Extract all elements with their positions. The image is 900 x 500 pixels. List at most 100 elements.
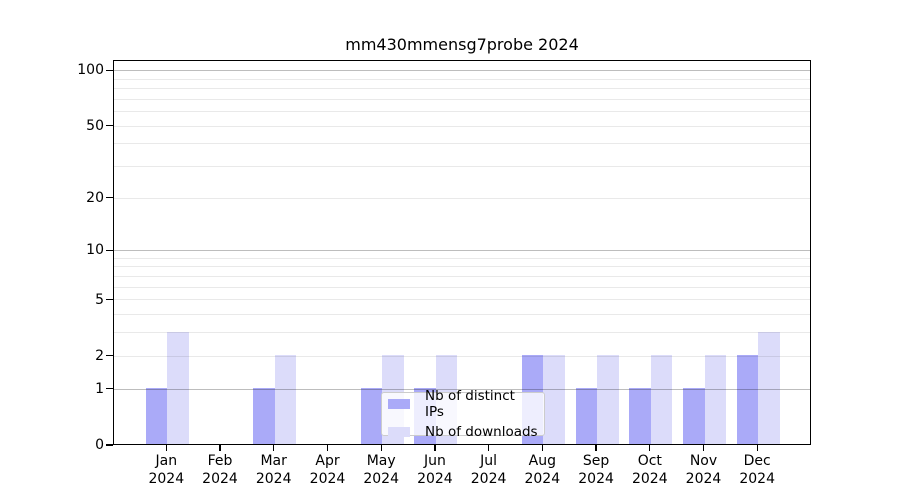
x-tick-label-line: 2024 <box>739 470 775 487</box>
x-tick-label: Feb 2024 <box>184 453 256 488</box>
gridline <box>114 314 810 316</box>
y-tick <box>106 355 113 357</box>
x-tick-label-line: 2024 <box>685 470 722 487</box>
bar <box>360 387 383 444</box>
x-tick-label-line: 2024 <box>363 470 399 487</box>
x-tick-label-line: Mar <box>260 453 287 469</box>
bar <box>736 354 759 444</box>
y-tick <box>106 197 113 199</box>
x-tick-label: Oct 2024 <box>614 453 686 488</box>
x-tick-label-line: 2024 <box>202 470 238 487</box>
x-tick-label-line: 2024 <box>631 470 668 487</box>
gridline <box>114 276 810 277</box>
gridline <box>114 257 810 259</box>
x-tick-label-line: 2024 <box>309 470 346 487</box>
bar <box>167 331 189 444</box>
gridline <box>114 250 810 252</box>
x-tick <box>649 445 651 451</box>
bar <box>575 387 598 444</box>
gridline <box>114 125 810 127</box>
x-tick-label: Apr 2024 <box>292 453 364 488</box>
gridline <box>114 355 810 357</box>
x-tick-label-line: Aug <box>528 453 556 469</box>
x-tick-label-line: 2024 <box>470 470 507 487</box>
x-tick <box>273 445 275 451</box>
gridline <box>114 78 810 80</box>
legend-swatch-distinct-ips <box>388 399 410 409</box>
y-tick-label: 10 <box>86 242 104 259</box>
x-tick-label: Sep 2024 <box>560 453 632 488</box>
gridline <box>114 166 810 167</box>
x-tick-label: Jul 2024 <box>453 453 525 488</box>
gridline <box>114 88 810 89</box>
y-tick-label: 2 <box>95 347 104 364</box>
gridline <box>114 286 810 288</box>
x-tick-label-line: May <box>366 453 396 469</box>
x-tick-label: Nov 2024 <box>668 453 740 488</box>
bar <box>650 354 673 444</box>
legend: Nb of distinct IPs Nb of downloads <box>381 388 545 440</box>
x-tick <box>702 445 705 451</box>
x-tick-label: Dec 2024 <box>721 453 793 488</box>
x-tick-label-line: 2024 <box>524 470 561 487</box>
y-tick-label: 50 <box>86 117 104 134</box>
gridline <box>114 70 810 72</box>
chart-title: mm430mmensg7probe 2024 <box>345 35 579 54</box>
x-tick <box>326 445 329 451</box>
bar <box>704 354 726 444</box>
y-tick <box>106 125 113 127</box>
x-tick <box>487 445 490 451</box>
legend-label-distinct-ips: Nb of distinct IPs <box>425 388 515 420</box>
x-tick-label-line: Apr <box>315 453 340 469</box>
x-tick <box>541 445 543 451</box>
bar <box>253 387 275 444</box>
x-tick-label-line: Jun <box>423 453 446 469</box>
gridline <box>114 98 810 100</box>
gridline <box>114 388 810 390</box>
x-tick-label: Jun 2024 <box>399 453 471 488</box>
bar <box>758 331 780 444</box>
bar <box>629 387 651 444</box>
x-tick-label-line: Oct <box>637 453 662 469</box>
legend-label-downloads: Nb of downloads <box>425 424 538 440</box>
y-tick <box>106 69 113 71</box>
x-tick-label-line: 2024 <box>148 470 185 487</box>
y-tick <box>106 298 113 301</box>
legend-row: Nb of downloads <box>388 424 538 440</box>
x-tick <box>756 445 758 451</box>
x-tick <box>595 445 597 451</box>
x-tick-label-line: 2024 <box>578 470 614 487</box>
y-tick-label: 5 <box>95 291 104 308</box>
x-tick-label-line: 2024 <box>417 470 453 487</box>
bar <box>145 387 168 444</box>
gridline <box>114 111 810 113</box>
x-tick <box>219 445 221 451</box>
y-tick-label: 100 <box>77 62 104 79</box>
y-tick <box>106 388 113 390</box>
x-tick <box>380 445 382 451</box>
x-tick-label: Aug 2024 <box>506 453 578 488</box>
x-tick <box>434 445 436 451</box>
y-tick-label: 1 <box>95 380 104 397</box>
bar <box>597 354 619 444</box>
x-tick-label-line: Feb <box>207 453 233 469</box>
y-tick <box>106 249 113 251</box>
legend-row: Nb of distinct IPs <box>388 388 538 420</box>
gridline <box>114 332 810 334</box>
x-tick-label: May 2024 <box>345 453 417 488</box>
x-tick <box>165 445 167 451</box>
y-tick-label: 20 <box>86 189 104 206</box>
x-tick-label-line: Nov <box>689 453 718 469</box>
x-tick-label-line: Jul <box>480 453 498 469</box>
legend-swatch-downloads <box>388 427 410 437</box>
bar <box>683 387 705 444</box>
x-tick-label-line: Dec <box>743 453 771 469</box>
y-tick <box>106 444 113 446</box>
bar <box>543 354 565 444</box>
gridline <box>114 143 810 145</box>
x-tick-label: Jan 2024 <box>130 453 202 488</box>
x-tick-label-line: 2024 <box>255 470 292 487</box>
x-tick-label: Mar 2024 <box>238 453 310 488</box>
x-tick-label-line: Jan <box>155 453 178 469</box>
